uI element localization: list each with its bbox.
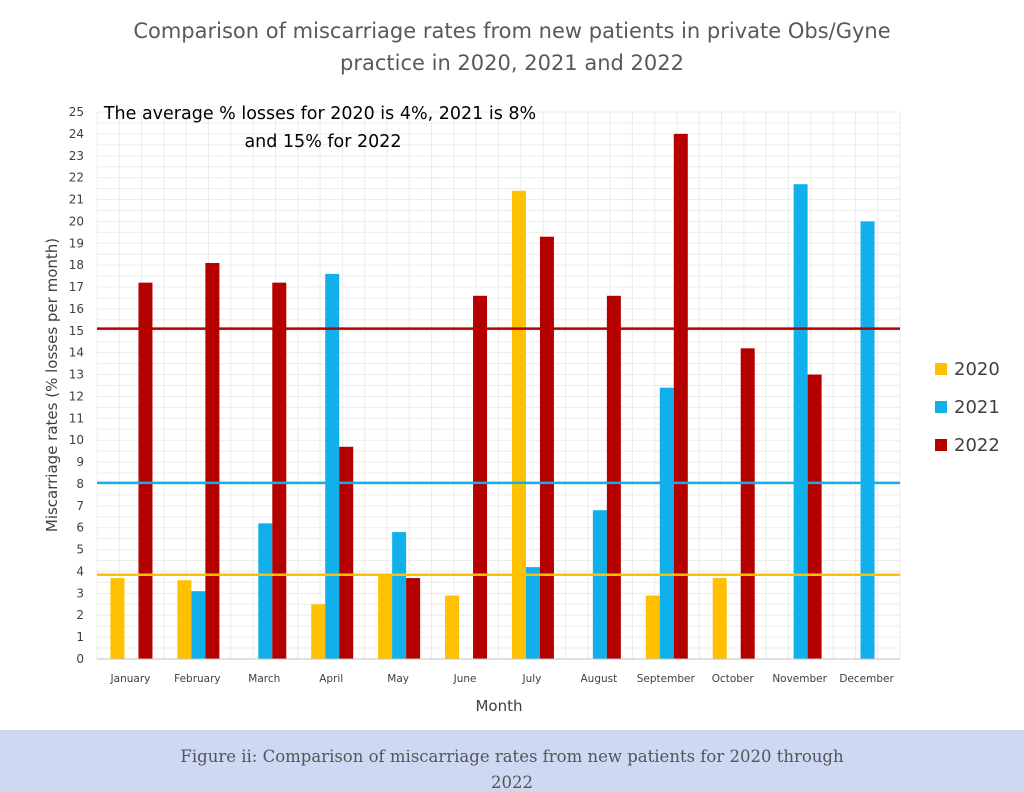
y-tick-label: 20: [69, 214, 84, 228]
x-tick-label: January: [110, 673, 151, 685]
y-tick-label: 22: [69, 171, 84, 185]
bar-2022-august: [606, 295, 621, 659]
y-axis-label: Miscarriage rates (% losses per month): [43, 238, 61, 532]
y-tick-label: 25: [69, 105, 84, 119]
bar-2022-november: [807, 374, 822, 659]
bar-2021-may: [392, 532, 407, 659]
bar-2021-december: [860, 221, 875, 659]
x-tick-label: July: [522, 673, 542, 685]
y-tick-label: 2: [76, 608, 84, 622]
bar-2022-february: [205, 262, 220, 659]
y-tick-label: 23: [69, 149, 84, 163]
annotation-line-2: and 15% for 2022: [244, 132, 401, 152]
y-tick-label: 19: [69, 236, 84, 250]
chart-title-line-2: practice in 2020, 2021 and 2022: [340, 51, 684, 75]
x-tick-label: February: [174, 673, 221, 685]
bar-2021-july: [525, 567, 540, 659]
bar-2022-june: [473, 295, 488, 659]
legend-label-2021: 2021: [954, 397, 1000, 418]
legend-swatch-2022: [935, 439, 947, 451]
y-tick-label: 4: [76, 564, 84, 578]
bar-2022-july: [539, 236, 554, 659]
bar-2020-july: [511, 190, 526, 659]
y-tick-label: 17: [69, 280, 84, 294]
bar-2022-october: [740, 348, 755, 659]
y-tick-label: 21: [69, 193, 84, 207]
y-tick-label: 9: [76, 455, 84, 469]
x-tick-label: June: [453, 673, 477, 685]
x-tick-label: August: [581, 673, 618, 685]
legend-swatch-2020: [935, 363, 947, 375]
y-tick-label: 7: [76, 499, 84, 513]
bar-2020-april: [311, 604, 326, 659]
y-tick-label: 15: [69, 324, 84, 338]
y-tick-label: 10: [69, 433, 84, 447]
x-tick-label: December: [839, 673, 894, 685]
bar-2020-september: [645, 595, 660, 659]
y-tick-label: 14: [69, 346, 84, 360]
x-tick-label: September: [637, 673, 696, 685]
x-tick-label: March: [248, 673, 280, 685]
figure-caption-line-1: Figure ii: Comparison of miscarriage rat…: [180, 747, 844, 766]
y-tick-label: 6: [76, 521, 84, 535]
bar-2022-january: [138, 282, 153, 659]
x-tick-labels: January February March April May June July Augu…: [110, 673, 895, 685]
average-lines: [97, 327, 900, 577]
bar-2021-november: [793, 184, 808, 660]
y-tick-label: 11: [69, 411, 84, 425]
legend-label-2020: 2020: [954, 359, 1000, 380]
x-axis-label: Month: [475, 697, 522, 715]
legend: 2020 2021 2022: [935, 359, 1000, 456]
legend-label-2022: 2022: [954, 435, 1000, 456]
x-tick-label: April: [319, 673, 343, 685]
bar-2021-september: [659, 387, 674, 659]
bar-2021-april: [325, 273, 340, 659]
y-tick-label: 8: [76, 477, 84, 491]
bar-2020-june: [445, 595, 460, 659]
x-tick-label: November: [772, 673, 827, 685]
y-tick-label: 16: [69, 302, 84, 316]
bar-2020-may: [378, 573, 393, 659]
annotation-line-1: The average % losses for 2020 is 4%, 202…: [103, 104, 536, 124]
figure-caption-line-2: 2022: [491, 773, 533, 791]
bar-2020-january: [110, 578, 125, 659]
figure-caption-band: Figure ii: Comparison of miscarriage rat…: [0, 730, 1024, 791]
y-tick-label: 1: [76, 630, 84, 644]
x-tick-label: May: [387, 673, 409, 685]
y-tick-label: 18: [69, 258, 84, 272]
chart-title-line-1: Comparison of miscarriage rates from new…: [133, 19, 890, 43]
chart-frame: Comparison of miscarriage rates from new…: [43, 19, 1000, 715]
bar-2022-may: [406, 578, 421, 659]
bar-2022-march: [272, 282, 287, 659]
y-tick-label: 24: [69, 127, 84, 141]
y-tick-labels: 0123456789101112131415161718192021222324…: [69, 105, 84, 666]
bar-2021-february: [191, 591, 206, 659]
bar-2020-february: [177, 580, 192, 659]
x-tick-label: October: [712, 673, 755, 685]
y-tick-label: 5: [76, 543, 84, 557]
bars: [110, 133, 875, 660]
legend-swatch-2021: [935, 401, 947, 413]
y-tick-label: 3: [76, 586, 84, 600]
figure-caption: Figure ii: Comparison of miscarriage rat…: [0, 744, 1024, 791]
y-tick-label: 0: [76, 652, 84, 666]
y-tick-label: 13: [69, 368, 84, 382]
bar-2020-october: [712, 578, 727, 659]
miscarriage-rate-chart: Comparison of miscarriage rates from new…: [43, 19, 1000, 715]
bar-2021-march: [258, 523, 273, 659]
bar-2022-september: [673, 133, 688, 659]
bar-2022-april: [339, 446, 354, 659]
y-tick-label: 12: [69, 389, 84, 403]
bar-2021-august: [592, 510, 607, 659]
